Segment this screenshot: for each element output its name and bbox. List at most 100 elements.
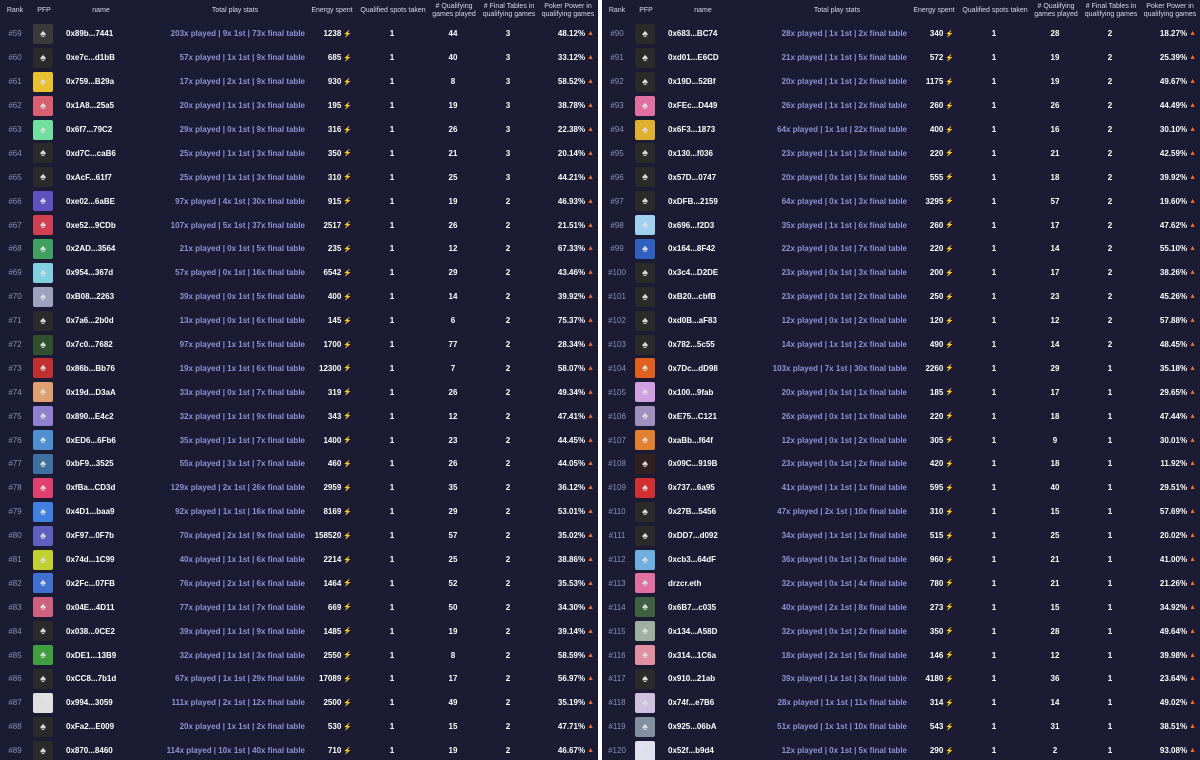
player-name[interactable]: 0xDD7...d092: [668, 531, 718, 541]
player-name[interactable]: 0xd7C...caB6: [66, 148, 116, 158]
avatar[interactable]: ♠: [33, 262, 53, 283]
table-row[interactable]: #78 ♠ 0xfBa...CD3d 129x played | 2x 1st | 2…: [0, 476, 598, 500]
table-row[interactable]: #82 ♠ 0x2Fc...07FB 76x played | 2x 1st | 6x…: [0, 571, 598, 595]
table-row[interactable]: #98 ♠ 0x696...f2D3 35x played | 1x 1st | 6x…: [602, 213, 1200, 237]
table-row[interactable]: #83 ♠ 0x04E...4D11 77x played | 1x 1st | 7x…: [0, 595, 598, 619]
avatar[interactable]: ♠: [33, 191, 53, 212]
player-name[interactable]: 0xe02...6aBE: [66, 196, 115, 206]
player-name[interactable]: 0x314...1C6a: [668, 650, 717, 660]
player-name[interactable]: 0xDE1...13B9: [66, 650, 117, 660]
player-name[interactable]: 0x6f7...79C2: [66, 125, 113, 134]
player-name[interactable]: 0x737...6a95: [668, 483, 715, 493]
avatar[interactable]: ♠: [33, 215, 53, 236]
player-name[interactable]: 0xaBb...f64f: [668, 435, 713, 445]
player-name[interactable]: 0xd01...E6CD: [668, 53, 719, 63]
avatar[interactable]: ♠: [33, 716, 53, 737]
player-name[interactable]: 0x130...f036: [668, 148, 713, 158]
avatar[interactable]: ♠: [635, 23, 655, 44]
table-row[interactable]: #93 ♠ 0xFEc...D449 26x played | 1x 1st | 2x…: [602, 94, 1200, 118]
player-name[interactable]: 0x925...06bA: [668, 722, 717, 732]
table-row[interactable]: #87 ♠ 0x994...3059 111x played | 2x 1st | 1…: [0, 691, 598, 715]
avatar[interactable]: ♠: [33, 119, 53, 140]
table-row[interactable]: #68 ♠ 0x2AD...3564 21x played | 0x 1st | 5x…: [0, 237, 598, 261]
avatar[interactable]: ♠: [33, 382, 53, 403]
player-name[interactable]: 0xe7c...d1bB: [66, 53, 115, 63]
table-row[interactable]: #92 ♠ 0x19D...52Bf 20x played | 1x 1st | 2x…: [602, 70, 1200, 94]
table-row[interactable]: #114 ♠ 0x6B7...c035 40x played | 2x 1st | 8…: [602, 595, 1200, 619]
avatar[interactable]: ♠: [635, 430, 655, 451]
player-name[interactable]: 0x890...E4c2: [66, 411, 114, 421]
table-row[interactable]: #117 ♠ 0x910...21ab 39x played | 1x 1st | 3…: [602, 667, 1200, 691]
avatar[interactable]: ♠: [635, 668, 655, 689]
table-row[interactable]: #62 ♠ 0x1A8...25a5 20x played | 1x 1st | 3x…: [0, 94, 598, 118]
player-name[interactable]: 0x164...8F42: [668, 244, 716, 254]
player-name[interactable]: 0x994...3059: [66, 698, 113, 708]
avatar[interactable]: ♠: [635, 71, 655, 92]
player-name[interactable]: 0x2AD...3564: [66, 244, 116, 254]
player-name[interactable]: 0x696...f2D3: [668, 220, 715, 230]
avatar[interactable]: ♠: [33, 430, 53, 451]
table-row[interactable]: #59 ♠ 0x89b...7441 203x played | 9x 1st | 7…: [0, 22, 598, 46]
player-name[interactable]: 0x782...5c55: [668, 340, 715, 350]
player-name[interactable]: 0x52f...b9d4: [668, 746, 714, 756]
table-row[interactable]: #76 ♠ 0xED6...6Fb6 35x played | 1x 1st | 7x…: [0, 428, 598, 452]
table-row[interactable]: #91 ♠ 0xd01...E6CD 21x played | 1x 1st | 5x…: [602, 46, 1200, 70]
player-name[interactable]: 0xe52...9CDb: [66, 220, 116, 230]
avatar[interactable]: ♠: [635, 358, 655, 379]
table-row[interactable]: #111 ♠ 0xDD7...d092 34x played | 1x 1st | 1…: [602, 524, 1200, 548]
player-name[interactable]: 0xF97...0F7b: [66, 531, 115, 541]
table-row[interactable]: #110 ♠ 0x27B...5456 47x played | 2x 1st | 1…: [602, 500, 1200, 524]
player-name[interactable]: 0x74d...1C99: [66, 555, 115, 565]
table-row[interactable]: #104 ♠ 0x7Dc...dD98 103x played | 7x 1st | …: [602, 356, 1200, 380]
avatar[interactable]: ♠: [635, 95, 655, 116]
avatar[interactable]: ♠: [33, 95, 53, 116]
table-row[interactable]: #107 ♠ 0xaBb...f64f 12x played | 0x 1st | 2…: [602, 428, 1200, 452]
table-row[interactable]: #70 ♠ 0xB08...2263 39x played | 0x 1st | 5x…: [0, 285, 598, 309]
player-name[interactable]: 0xE75...C121: [668, 411, 717, 421]
avatar[interactable]: ♠: [33, 71, 53, 92]
table-row[interactable]: #120 ♠ 0x52f...b9d4 12x played | 0x 1st | 5…: [602, 739, 1200, 760]
player-name[interactable]: 0x7Dc...dD98: [668, 363, 718, 373]
table-row[interactable]: #65 ♠ 0xAcF...61f7 25x played | 1x 1st | 3x…: [0, 165, 598, 189]
player-name[interactable]: 0x6F3...1873: [668, 125, 716, 134]
avatar[interactable]: ♠: [33, 334, 53, 355]
avatar[interactable]: ♠: [635, 692, 655, 713]
table-row[interactable]: #103 ♠ 0x782...5c55 14x played | 1x 1st | 2…: [602, 333, 1200, 357]
avatar[interactable]: ♠: [33, 477, 53, 498]
table-row[interactable]: #106 ♠ 0xE75...C121 26x played | 0x 1st | 1…: [602, 404, 1200, 428]
avatar[interactable]: ♠: [33, 453, 53, 474]
player-name[interactable]: 0x09C...919B: [668, 459, 718, 469]
table-row[interactable]: #69 ♠ 0x954...367d 57x played | 0x 1st | 16…: [0, 261, 598, 285]
avatar[interactable]: ♠: [33, 167, 53, 188]
player-name[interactable]: 0xFa2...E009: [66, 722, 115, 732]
table-row[interactable]: #105 ♠ 0x100...9fab 20x played | 0x 1st | 1…: [602, 380, 1200, 404]
table-row[interactable]: #116 ♠ 0x314...1C6a 18x played | 2x 1st | 5…: [602, 643, 1200, 667]
player-name[interactable]: 0x86b...Bb76: [66, 363, 115, 373]
avatar[interactable]: ♠: [635, 286, 655, 307]
table-row[interactable]: #79 ♠ 0x4D1...baa9 92x played | 1x 1st | 16…: [0, 500, 598, 524]
avatar[interactable]: ♠: [635, 382, 655, 403]
avatar[interactable]: ♠: [635, 262, 655, 283]
player-name[interactable]: 0xDFB...2159: [668, 196, 718, 206]
table-row[interactable]: #66 ♠ 0xe02...6aBE 97x played | 4x 1st | 30…: [0, 189, 598, 213]
avatar[interactable]: ♠: [635, 47, 655, 68]
table-row[interactable]: #113 ♠ drzcr.eth 32x played | 0x 1st | 4x f…: [602, 571, 1200, 595]
avatar[interactable]: ♠: [635, 191, 655, 212]
avatar[interactable]: ♠: [33, 310, 53, 331]
avatar[interactable]: ♠: [635, 310, 655, 331]
table-row[interactable]: #67 ♠ 0xe52...9CDb 107x played | 5x 1st | 3…: [0, 213, 598, 237]
avatar[interactable]: ♠: [33, 692, 53, 713]
table-row[interactable]: #77 ♠ 0xbF9...3525 55x played | 3x 1st | 7x…: [0, 452, 598, 476]
table-row[interactable]: #73 ♠ 0x86b...Bb76 19x played | 1x 1st | 6x…: [0, 356, 598, 380]
player-name[interactable]: 0x7a6...2b0d: [66, 316, 114, 326]
table-row[interactable]: #109 ♠ 0x737...6a95 41x played | 1x 1st | 1…: [602, 476, 1200, 500]
avatar[interactable]: ♠: [33, 47, 53, 68]
table-row[interactable]: #63 ♠ 0x6f7...79C2 29x played | 0x 1st | 9x…: [0, 118, 598, 142]
table-row[interactable]: #64 ♠ 0xd7C...caB6 25x played | 1x 1st | 3x…: [0, 141, 598, 165]
player-name[interactable]: 0x6B7...c035: [668, 602, 717, 612]
avatar[interactable]: ♠: [635, 573, 655, 594]
avatar[interactable]: ♠: [33, 358, 53, 379]
player-name[interactable]: 0x57D...0747: [668, 172, 717, 182]
table-row[interactable]: #100 ♠ 0x3c4...D2DE 23x played | 0x 1st | 3…: [602, 261, 1200, 285]
table-row[interactable]: #85 ♠ 0xDE1...13B9 32x played | 1x 1st | 3x…: [0, 643, 598, 667]
